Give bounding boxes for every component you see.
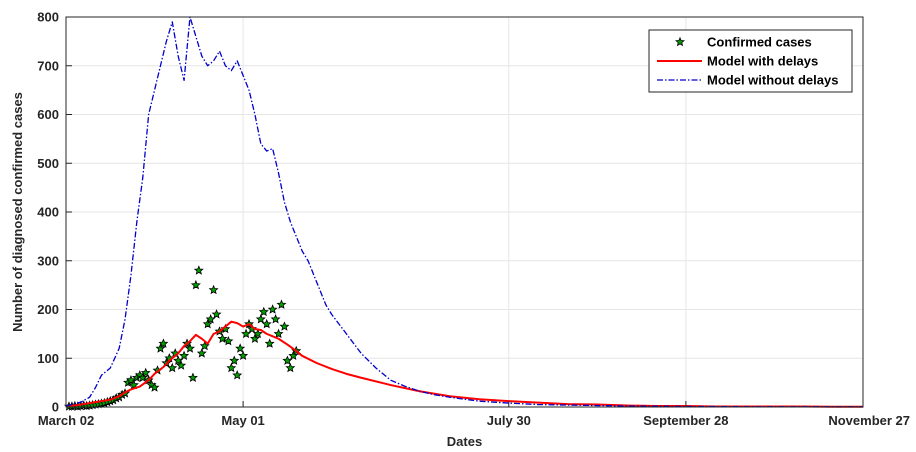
series-1 (65, 320, 863, 408)
confirmed-case-point-65 (255, 314, 266, 324)
x-tick-label-0: March 02 (38, 413, 94, 428)
confirmed-case-point-64 (252, 328, 263, 339)
legend-label-2: Model without delays (707, 73, 838, 88)
confirmed-case-point-39 (179, 350, 190, 361)
x-tick-label-3: September 28 (643, 413, 728, 428)
confirmed-case-point-49 (208, 284, 219, 295)
y-tick-label-7: 700 (37, 58, 59, 73)
confirmed-case-point-55 (226, 362, 237, 373)
tick-layer: 0 100 200 300 400 500 600 700 800 March 02 May 01 J… (37, 10, 910, 429)
series-line-1 (65, 320, 863, 408)
y-tick-label-3: 300 (37, 253, 59, 268)
legend-marker-0 (675, 36, 685, 47)
confirmed-case-point-59 (238, 350, 249, 361)
legend-label-0: Confirmed cases (707, 35, 812, 50)
confirmed-case-point-56 (229, 355, 240, 365)
confirmed-case-point-21 (125, 374, 136, 385)
confirmed-case-point-26 (140, 367, 151, 378)
y-tick-label-8: 800 (37, 10, 59, 25)
confirmed-case-point-38 (176, 360, 187, 370)
confirmed-case-point-58 (235, 343, 246, 353)
confirmed-case-point-45 (196, 348, 207, 358)
confirmed-case-point-73 (279, 321, 290, 331)
confirmed-case-point-71 (273, 328, 284, 339)
confirmed-case-point-72 (276, 299, 287, 309)
x-tick-label-2: July 30 (487, 413, 531, 428)
confirmed-case-point-69 (267, 304, 278, 314)
y-tick-label-0: 0 (52, 400, 59, 415)
x-tick-label-4: November 27 (828, 413, 910, 428)
series-layer (63, 16, 863, 411)
confirmed-case-point-50 (211, 309, 222, 319)
confirmed-case-point-31 (155, 343, 166, 353)
legend: Confirmed cases Model with delays Model wi… (648, 29, 853, 93)
confirmed-case-point-63 (249, 333, 260, 343)
y-axis-label: Number of diagnosed confirmed cases (10, 92, 25, 332)
confirmed-case-point-62 (246, 323, 257, 334)
confirmed-case-point-54 (223, 335, 234, 346)
confirmed-case-point-41 (184, 343, 195, 353)
confirmed-case-point-22 (128, 379, 139, 390)
confirmed-case-point-68 (264, 338, 275, 348)
y-tick-label-2: 200 (37, 302, 59, 317)
confirmed-case-point-46 (199, 340, 210, 351)
legend-symbol-0 (675, 36, 685, 47)
confirmed-case-point-35 (167, 362, 178, 373)
confirmed-case-point-70 (270, 314, 281, 324)
y-tick-label-5: 500 (37, 156, 59, 171)
confirmed-case-point-43 (190, 279, 201, 290)
legend-label-1: Model with delays (707, 54, 818, 69)
confirmed-case-point-44 (193, 265, 204, 275)
x-tick-label-1: May 01 (221, 413, 264, 428)
confirmed-case-point-53 (220, 323, 231, 334)
y-tick-label-1: 100 (37, 351, 59, 366)
confirmed-case-point-57 (232, 370, 243, 380)
confirmed-case-point-76 (288, 350, 299, 361)
confirmed-case-point-67 (261, 318, 272, 329)
confirmed-case-point-32 (158, 338, 169, 348)
confirmed-case-point-66 (258, 306, 269, 317)
confirmed-case-point-42 (187, 372, 198, 382)
y-tick-label-6: 600 (37, 107, 59, 122)
confirmed-case-point-47 (202, 318, 213, 329)
y-tick-label-4: 400 (37, 205, 59, 220)
confirmed-case-point-29 (149, 382, 160, 392)
x-axis-label: Dates (447, 434, 482, 449)
confirmed-case-point-75 (285, 362, 296, 373)
